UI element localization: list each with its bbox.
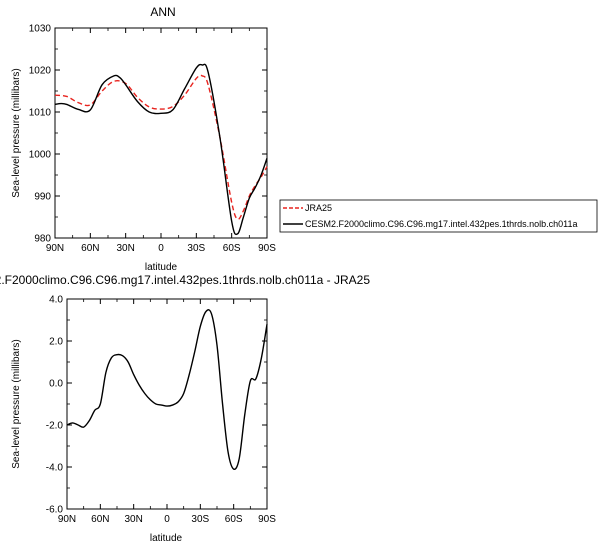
x-tick-label: 30N bbox=[116, 243, 134, 254]
x-tick-label: 30N bbox=[124, 514, 142, 525]
y-tick-label: 990 bbox=[34, 192, 51, 203]
legend-label-cesm2: CESM2.F2000climo.C96.C96.mg17.intel.432p… bbox=[305, 219, 578, 229]
x-tick-label: 0 bbox=[164, 514, 170, 525]
y-tick-label: 980 bbox=[34, 234, 51, 245]
y-tick-label: 1030 bbox=[29, 24, 52, 35]
y-tick-label: 0.0 bbox=[49, 379, 63, 390]
y-tick-label: 2.0 bbox=[49, 337, 63, 348]
chart-top-xlabel: latitude bbox=[145, 262, 178, 273]
y-tick-label: -6.0 bbox=[46, 505, 64, 516]
chart-top: ANN 90N 60N 30N 0 30S 60S 90S 980 990 1000 1010 102… bbox=[11, 5, 598, 273]
chart-bottom-title: CESM2.F2000climo.C96.C96.mg17.intel.432p… bbox=[0, 273, 370, 287]
x-tick-label: 30S bbox=[191, 514, 209, 525]
x-tick-label: 60N bbox=[81, 243, 99, 254]
x-tick-label: 0 bbox=[158, 243, 164, 254]
x-tick-label: 30S bbox=[187, 243, 205, 254]
chart-top-plot-frame bbox=[54, 27, 268, 239]
legend-box bbox=[279, 199, 598, 233]
x-tick-label: 90S bbox=[258, 243, 276, 254]
y-tick-label: 1000 bbox=[29, 150, 52, 161]
series-line-difference bbox=[66, 309, 268, 471]
series-line-jra25 bbox=[54, 74, 268, 220]
x-tick-label: 90N bbox=[58, 514, 76, 525]
chart-bottom-xlabel: latitude bbox=[150, 533, 183, 544]
y-tick-label: 1020 bbox=[29, 66, 52, 77]
chart-bottom: CESM2.F2000climo.C96.C96.mg17.intel.432p… bbox=[0, 273, 370, 544]
y-tick-label: -4.0 bbox=[46, 463, 64, 474]
y-tick-label: 4.0 bbox=[49, 295, 63, 306]
legend-label-jra25: JRA25 bbox=[305, 203, 332, 213]
x-tick-label: 60S bbox=[223, 243, 241, 254]
x-tick-label: 60N bbox=[91, 514, 109, 525]
chart-bottom-plot-frame bbox=[66, 298, 268, 510]
chart-top-legend: JRA25 CESM2.F2000climo.C96.C96.mg17.inte… bbox=[279, 199, 598, 233]
series-line-cesm2 bbox=[54, 63, 268, 236]
x-tick-label: 60S bbox=[225, 514, 243, 525]
y-tick-label: 1010 bbox=[29, 108, 52, 119]
chart-top-title: ANN bbox=[150, 5, 175, 19]
x-tick-label: 90S bbox=[258, 514, 276, 525]
chart-bottom-ylabel: Sea-level pressure (millibars) bbox=[11, 339, 22, 468]
x-tick-label: 90N bbox=[46, 243, 64, 254]
y-tick-label: -2.0 bbox=[46, 421, 64, 432]
chart-top-ylabel: Sea-level pressure (millibars) bbox=[11, 68, 22, 197]
